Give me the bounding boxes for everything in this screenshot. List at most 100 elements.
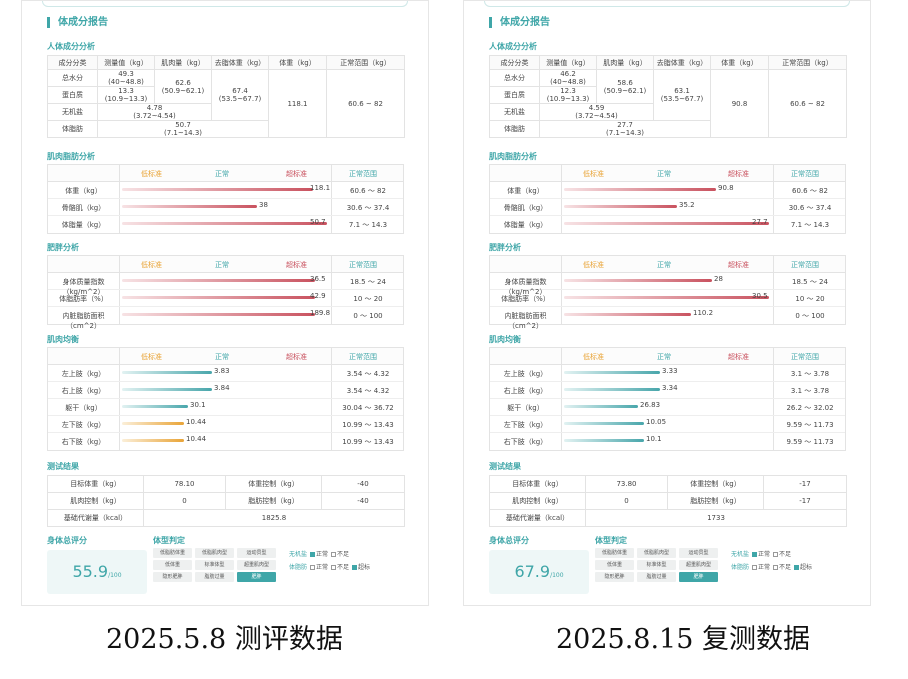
row-value: 42.9 [310,292,326,300]
body-type-option: 隐形肥胖 [595,572,634,582]
comp-header: 肌肉量（kg） [596,55,654,70]
header-range: 正常范围 [791,170,819,178]
obesity-row: 体脂肪率（%） 42.9 10 ～ 20 [48,290,403,307]
comp-row-label: 总水分 [489,69,540,87]
level-bar [122,371,212,374]
row-range: 60.6 ～ 82 [792,187,828,195]
row-value: 27.7 [752,218,768,226]
comp-row-label: 蛋白质 [489,86,540,104]
row-label: 右上肢（kg） [61,387,106,395]
row-label: 右下肢（kg） [61,438,106,446]
option-excess: 超标 [800,564,813,571]
section-title-balance: 肌肉均衡 [489,335,521,344]
row-value: 10.44 [186,418,207,426]
report-title: 体成分报告 [47,17,108,28]
obesity-row: 内脏脂肪面积（cm^2） 110.2 0 ～ 100 [490,307,845,330]
row-range: 30.6 ～ 37.4 [346,204,390,212]
row-range: 7.1 ～ 14.3 [790,221,830,229]
ffm-value: 63.1 (53.5~67.7) [653,69,711,121]
protein-value: 12.3 (10.9~13.3) [539,86,597,104]
level-bar [122,188,313,191]
option-insufficient: 不足 [779,564,792,571]
body-type-option: 隐形肥胖 [153,572,192,582]
obesity-chart: 低标准 正常 超标准 正常范围 身体质量指数（kg/m^2） 36.5 18.5 ～ 24 体… [47,255,404,330]
comp-row-label: 体脂肪 [47,120,98,138]
option-insufficient: 不足 [337,551,350,558]
comp-header: 去脂体重（kg） [653,55,711,70]
body-type-option: 运动员型 [679,548,718,558]
header-high: 超标准 [728,261,749,269]
header-range: 正常范围 [349,353,377,361]
row-value: 36.5 [310,275,326,283]
checkbox [331,552,337,557]
row-label: 左下肢（kg） [503,421,548,429]
judge-label: 无机盐 [289,551,308,558]
total-score: 55.9 [72,562,109,581]
level-bar [122,422,184,425]
row-range: 0 ～ 100 [795,312,825,320]
report-page-left: 体成分报告 人体成分分析 成分分类 测量值（kg） 肌肉量（kg） 去脂体重（kg） 体重（… [21,0,429,606]
header-low: 低标准 [141,170,162,178]
balance-row: 左下肢（kg） 10.44 10.99 ～ 13.43 [48,416,403,433]
obesity-chart: 低标准 正常 超标准 正常范围 身体质量指数（kg/m^2） 28 18.5 ～ 24 体脂肪… [489,255,846,330]
row-label: 躯干（kg） [65,404,102,412]
body-type-option: 脂肪过量 [195,572,234,582]
row-label: 左下肢（kg） [61,421,106,429]
row-value: 3.34 [662,384,678,392]
bmr-value: 1733 [585,509,847,527]
muscle-control: 0 [143,492,226,510]
row-range: 30.6 ～ 37.4 [788,204,832,212]
weight-range: 60.6 ~ 82 [768,69,847,138]
balance-row: 右上肢（kg） 3.34 3.1 ～ 3.78 [490,382,845,399]
section-title-muscle-fat: 肌肉脂肪分析 [489,152,537,161]
header-normal: 正常 [657,261,671,269]
balance-row: 右下肢（kg） 10.1 9.59 ～ 11.73 [490,433,845,450]
composition-table: 成分分类 测量值（kg） 肌肉量（kg） 去脂体重（kg） 体重（kg） 正常范围（kg）… [489,55,847,138]
header-normal: 正常 [657,170,671,178]
row-range: 18.5 ～ 24 [350,278,386,286]
level-bar [564,388,660,391]
section-title-body-type: 体型判定 [153,536,185,545]
row-label: 体脂肪率（%） [501,295,550,303]
report-page-right: 体成分报告 人体成分分析 成分分类 测量值（kg） 肌肉量（kg） 去脂体重（kg） 体重（… [463,0,871,606]
obesity-row: 身体质量指数（kg/m^2） 36.5 18.5 ～ 24 [48,273,403,296]
body-type-option: 超重肌肉型 [679,560,718,570]
comp-row-label: 无机盐 [489,103,540,121]
body-type-option: 运动员型 [237,548,276,558]
row-label: 骨骼肌（kg） [503,204,548,212]
body-type-option: 标准体型 [195,560,234,570]
body-type-option: 低脂肪体重 [595,548,634,558]
judge-label: 体脂肪 [731,564,750,571]
header-low: 低标准 [583,353,604,361]
muscle-fat-row: 体脂量（kg） 27.7 7.1 ～ 14.3 [490,216,845,233]
obesity-row: 身体质量指数（kg/m^2） 28 18.5 ～ 24 [490,273,845,296]
level-bar [122,405,188,408]
inorganic-judgement: 无机盐 正常 不足 [289,549,349,558]
header-high: 超标准 [286,261,307,269]
checkbox [752,552,758,557]
checkbox [773,552,779,557]
section-title-balance: 肌肉均衡 [47,335,79,344]
row-range: 3.1 ～ 3.78 [790,387,830,395]
result-label: 目标体重（kg） [47,475,144,493]
row-value: 189.8 [310,309,331,317]
balance-row: 右下肢（kg） 10.44 10.99 ～ 13.43 [48,433,403,450]
body-type-option: 低脂肌肉型 [195,548,234,558]
muscle-fat-chart: 低标准 正常 超标准 正常范围 体重（kg） 90.8 60.6 ～ 82 骨骼肌（kg） 35… [489,164,846,234]
option-insufficient: 不足 [779,551,792,558]
top-bar [484,1,850,7]
row-label: 体重（kg） [65,187,102,195]
row-value: 50.7 [310,218,326,226]
body-type-option: 肥胖 [679,572,718,582]
row-label: 身体质量指数（kg/m^2） [504,278,547,296]
muscle-fat-row: 体脂量（kg） 50.7 7.1 ～ 14.3 [48,216,403,233]
row-value: 118.1 [310,184,331,192]
obesity-row: 内脏脂肪面积（cm^2） 189.8 0 ～ 100 [48,307,403,330]
header-high: 超标准 [286,353,307,361]
row-value: 90.8 [718,184,734,192]
header-low: 低标准 [141,353,162,361]
section-title-score: 身体总评分 [47,536,87,545]
water-value: 46.2 (40~48.8) [539,69,597,87]
target-weight: 73.80 [585,475,668,493]
fat-control: -40 [321,492,405,510]
